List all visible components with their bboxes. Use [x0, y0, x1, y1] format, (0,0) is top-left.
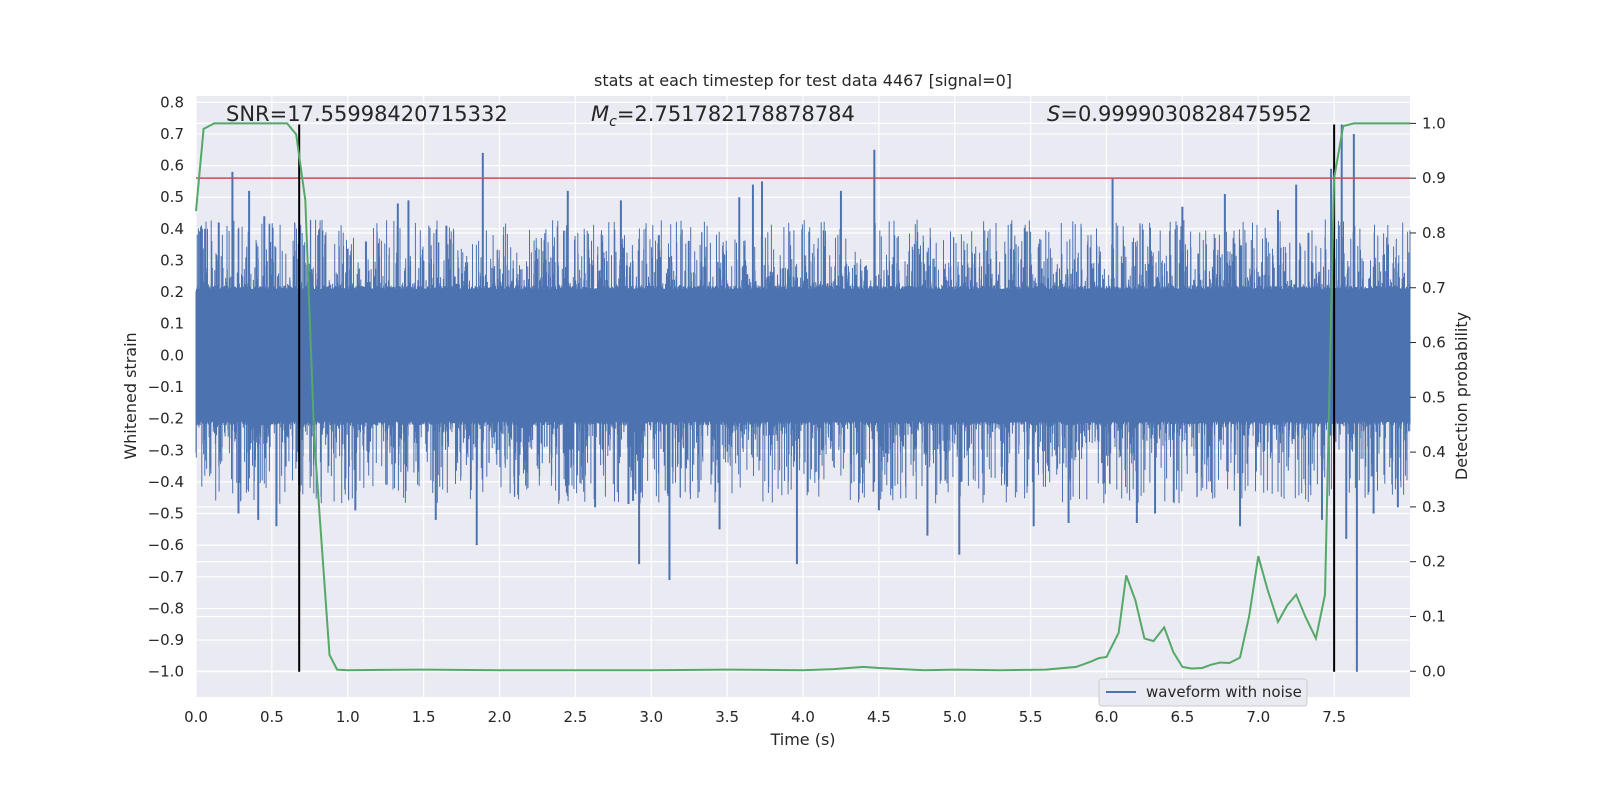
x-tick-label: 0.5 [260, 708, 284, 726]
y-right-tick-label: 0.3 [1422, 498, 1446, 516]
y-left-tick-label: −1.0 [148, 663, 184, 681]
y-left-tick-label: 0.1 [160, 315, 184, 333]
y-left-tick-label: −0.2 [148, 410, 184, 428]
x-tick-label: 2.5 [563, 708, 587, 726]
y-left-tick-label: 0.7 [160, 125, 184, 143]
x-tick-label: 4.5 [867, 708, 891, 726]
y-right-tick-label: 0.7 [1422, 279, 1446, 297]
x-tick-label: 6.5 [1170, 708, 1194, 726]
chirp-mass-subscript: c [609, 114, 617, 130]
y-left-tick-label: −0.5 [148, 505, 184, 523]
legend-box [1098, 678, 1308, 707]
y-right-tick-label: 1.0 [1422, 114, 1446, 132]
x-tick-label: 3.5 [715, 708, 739, 726]
y-left-tick-label: −0.6 [148, 536, 184, 554]
snr-annotation: SNR=17.55998420715332 [226, 102, 508, 126]
y-left-tick-label: 0.8 [160, 93, 184, 111]
waveform-series [195, 124, 1411, 672]
x-tick-label: 6.0 [1095, 708, 1119, 726]
y-left-tick-label: 0.2 [160, 283, 184, 301]
x-tick-label: 4.0 [791, 708, 815, 726]
chirp-mass-annotation: Mc=2.751782178878784 [591, 102, 855, 130]
y-right-axis-label: Detection probability [1452, 312, 1471, 480]
y-right-tick-label: 0.5 [1422, 388, 1446, 406]
y-left-tick-label: −0.1 [148, 378, 184, 396]
waveform-noise-band [196, 288, 1410, 422]
x-axis-label: Time (s) [769, 730, 835, 749]
y-right-tick-label: 0.9 [1422, 169, 1446, 187]
y-right-tick-label: 0.1 [1422, 607, 1446, 625]
y-left-axis-label: Whitened strain [121, 332, 140, 459]
y-right-tick-label: 0.0 [1422, 662, 1446, 680]
legend: waveform with noise [1098, 678, 1308, 707]
y-left-tick-label: 0.6 [160, 157, 184, 175]
x-tick-label: 5.0 [943, 708, 967, 726]
probability-series [195, 122, 1410, 672]
y-left-tick-label: −0.9 [148, 631, 184, 649]
y-left-tick-label: −0.3 [148, 441, 184, 459]
significance-symbol: S [1047, 102, 1060, 126]
significance-annotation: S=0.9999030828475952 [1047, 102, 1312, 126]
y-left-tick-label: −0.8 [148, 599, 184, 617]
chirp-mass-symbol: M [591, 102, 609, 126]
y-left-tick-label: 0.5 [160, 188, 184, 206]
chirp-mass-value: =2.751782178878784 [617, 102, 855, 126]
y-left-tick-label: −0.7 [148, 568, 184, 586]
y-right-tick-label: 0.6 [1422, 334, 1446, 352]
significance-value: =0.9999030828475952 [1060, 102, 1311, 126]
y-left-tick-label: 0.4 [160, 220, 184, 238]
x-tick-label: 1.0 [336, 708, 360, 726]
x-tick-label: 2.0 [488, 708, 512, 726]
y-right-axis-ticks: 1.0 0.9 0.8 0.7 0.6 0.5 0.4 0.3 0.2 0.1 0.0 [1410, 114, 1446, 680]
legend-label: waveform with noise [1146, 683, 1302, 701]
y-left-tick-label: 0.0 [160, 346, 184, 364]
y-left-tick-label: −0.4 [148, 473, 184, 491]
x-tick-label: 0.0 [184, 708, 208, 726]
x-axis-ticks: 0.0 0.5 1.0 1.5 2.0 2.5 3.0 3.5 4.0 4.5 5.0 5.5 6.0 6… [184, 708, 1346, 726]
chart-title: stats at each timestep for test data 446… [594, 71, 1012, 90]
y-left-axis-ticks: 0.8 0.7 0.6 0.5 0.4 0.3 0.2 0.1 0.0 −0.1 −0.2 −0.3 −… [148, 93, 184, 680]
x-tick-label: 7.0 [1246, 708, 1270, 726]
y-left-tick-label: 0.3 [160, 251, 184, 269]
y-right-tick-label: 0.2 [1422, 553, 1446, 571]
x-tick-label: 1.5 [412, 708, 436, 726]
x-tick-label: 3.0 [639, 708, 663, 726]
x-tick-label: 5.5 [1019, 708, 1043, 726]
y-right-tick-label: 0.4 [1422, 443, 1446, 461]
y-right-tick-label: 0.8 [1422, 224, 1446, 242]
x-tick-label: 7.5 [1322, 708, 1346, 726]
